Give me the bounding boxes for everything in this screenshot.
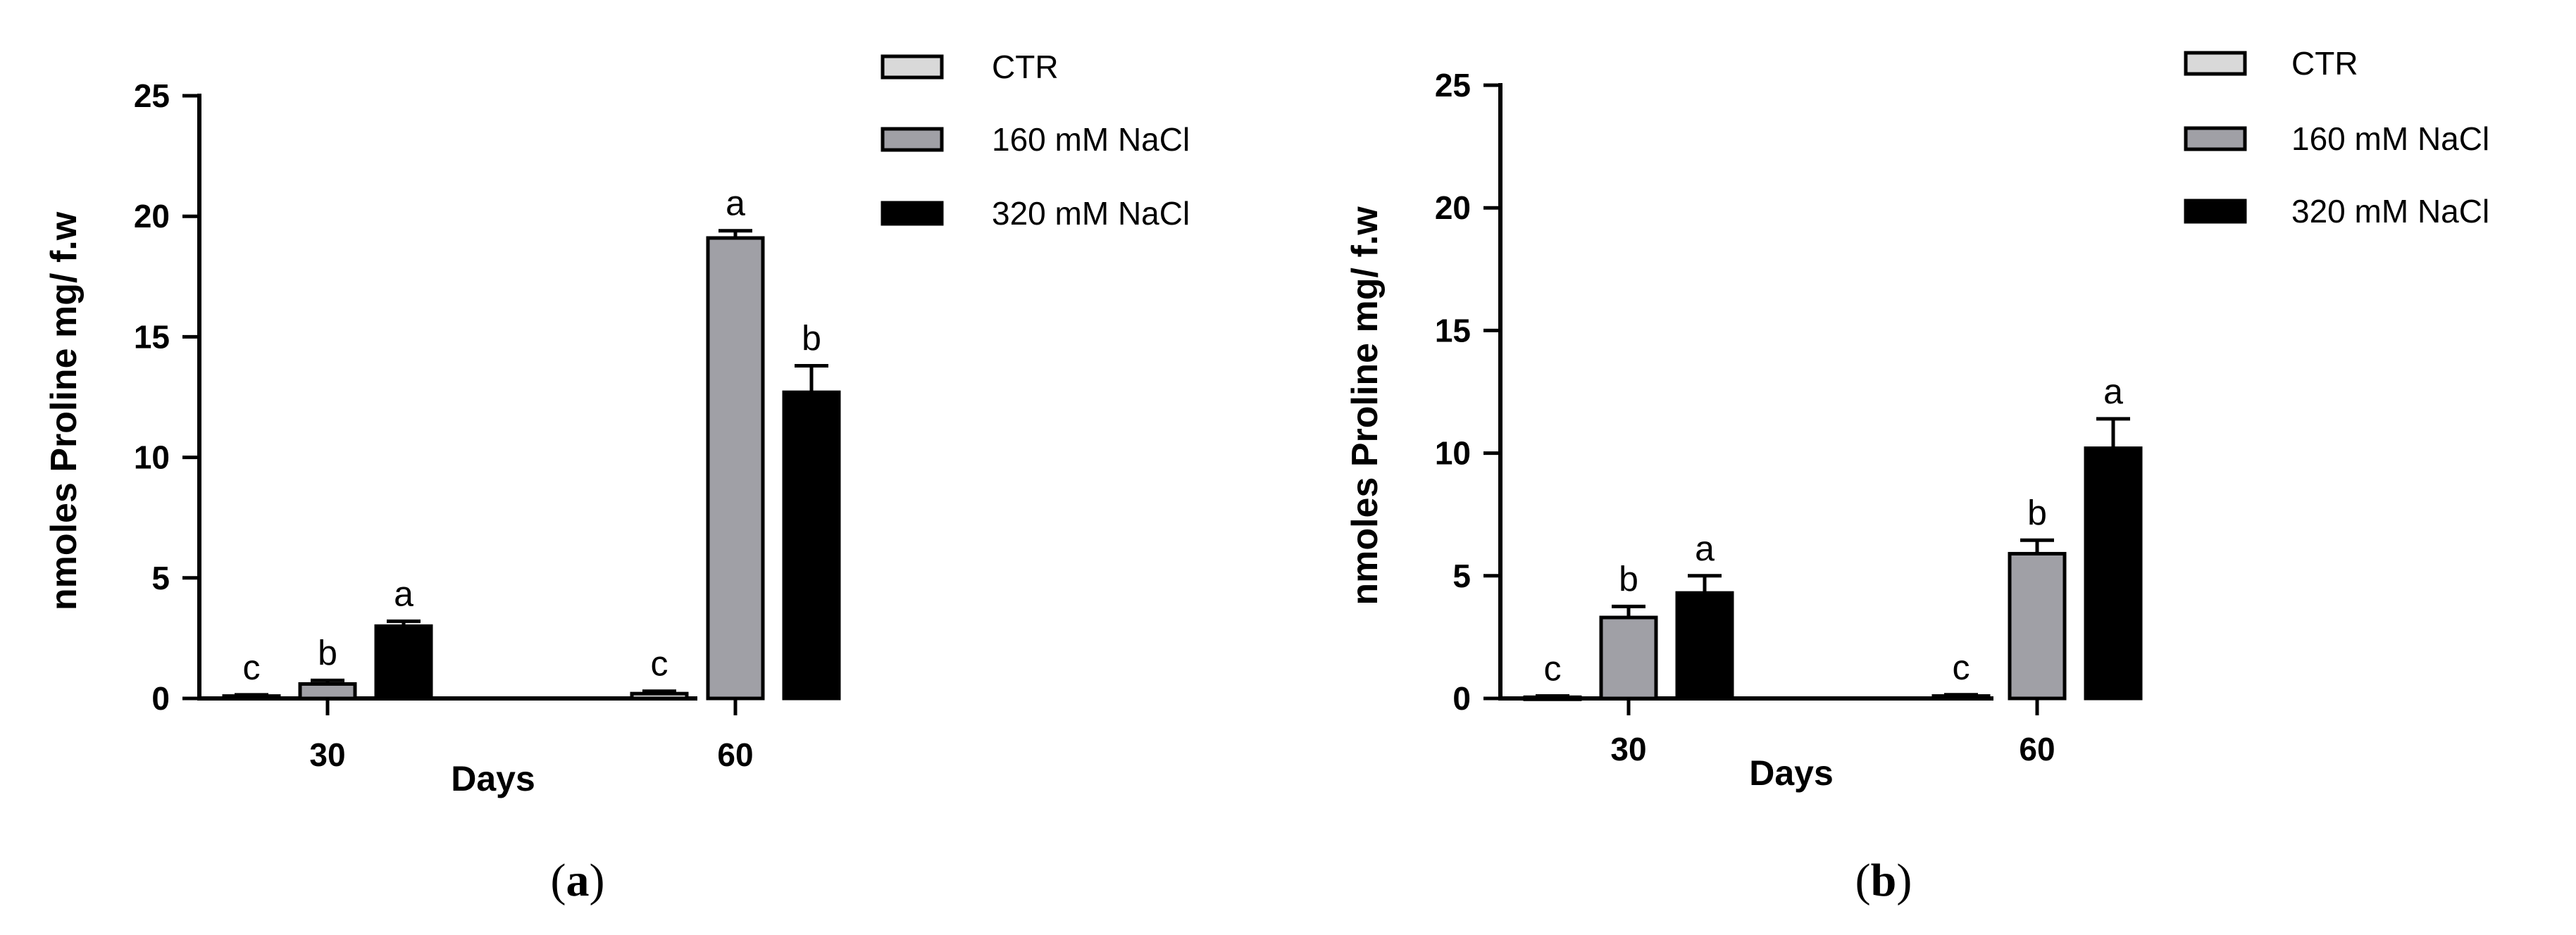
y-axis-title: nmoles Proline mg/ f.w <box>1345 206 1386 605</box>
significance-letter: a <box>726 184 745 223</box>
y-tick-label: 25 <box>1435 67 1471 103</box>
y-tick-label: 20 <box>134 198 170 234</box>
significance-letter: c <box>243 648 261 687</box>
bar <box>1599 615 1658 701</box>
bar <box>2084 446 2143 701</box>
significance-letter: b <box>1619 559 1638 598</box>
panel-label-b: (b) <box>1855 855 1912 906</box>
significance-letter: c <box>1544 649 1562 689</box>
legend-label: 160 mM NaCl <box>992 121 1190 158</box>
legend-swatch <box>2184 199 2247 224</box>
legend-label: CTR <box>2291 45 2358 82</box>
legend-swatch <box>2184 51 2247 76</box>
x-axis-title: Days <box>1749 753 1834 793</box>
x-axis-title: Days <box>451 759 535 798</box>
chart-panel-a: 0 5 10 15 20 25 nmoles Proline mg/ f.w c b a 30 c a b… <box>44 49 1190 798</box>
y-tick-label: 0 <box>151 680 170 717</box>
y-axis-title: nmoles Proline mg/ f.w <box>44 211 85 610</box>
y-tick-label: 5 <box>151 560 170 596</box>
y-tick-label: 10 <box>134 439 170 476</box>
significance-letter: a <box>1695 529 1715 568</box>
significance-letter: a <box>394 574 413 613</box>
legend: CTR 160 mM NaCl 320 mM NaCl <box>881 49 1190 232</box>
chart-panel-b: 0 5 10 15 20 25 nmoles Proline mg/ f.w c b a 30 c b a… <box>1345 45 2489 793</box>
y-tick-label: 10 <box>1435 435 1471 472</box>
x-tick-label: 60 <box>717 736 753 773</box>
y-tick-label: 5 <box>1452 558 1471 594</box>
significance-letter: a <box>2103 372 2123 411</box>
legend-swatch <box>2184 126 2247 151</box>
significance-letter: b <box>318 633 337 672</box>
bar <box>630 691 689 701</box>
bar <box>782 390 841 701</box>
bar <box>374 624 433 701</box>
panel-label-a: (a) <box>551 855 605 906</box>
legend-label: 320 mM NaCl <box>2291 193 2489 230</box>
significance-letter: b <box>2027 493 2047 532</box>
bar <box>298 682 357 701</box>
legend-swatch <box>881 54 944 80</box>
x-tick-label: 30 <box>1610 731 1646 767</box>
y-tick-label: 25 <box>134 77 170 114</box>
significance-letter: b <box>802 318 821 358</box>
legend-swatch <box>881 127 944 152</box>
x-tick-label: 30 <box>309 736 345 773</box>
bar <box>2008 551 2067 701</box>
legend-label: 160 mM NaCl <box>2291 120 2489 157</box>
legend: CTR 160 mM NaCl 320 mM NaCl <box>2184 45 2489 230</box>
bar <box>706 236 765 701</box>
y-tick-label: 15 <box>1435 312 1471 349</box>
y-tick-label: 15 <box>134 318 170 355</box>
significance-letter: c <box>651 644 668 684</box>
legend-label: 320 mM NaCl <box>992 195 1190 232</box>
significance-letter: c <box>1953 648 1970 687</box>
y-tick-label: 20 <box>1435 189 1471 226</box>
y-tick-label: 0 <box>1452 680 1471 717</box>
x-tick-label: 60 <box>2019 731 2055 767</box>
legend-swatch <box>881 201 944 226</box>
legend-label: CTR <box>992 49 1059 85</box>
bar <box>1675 591 1734 701</box>
